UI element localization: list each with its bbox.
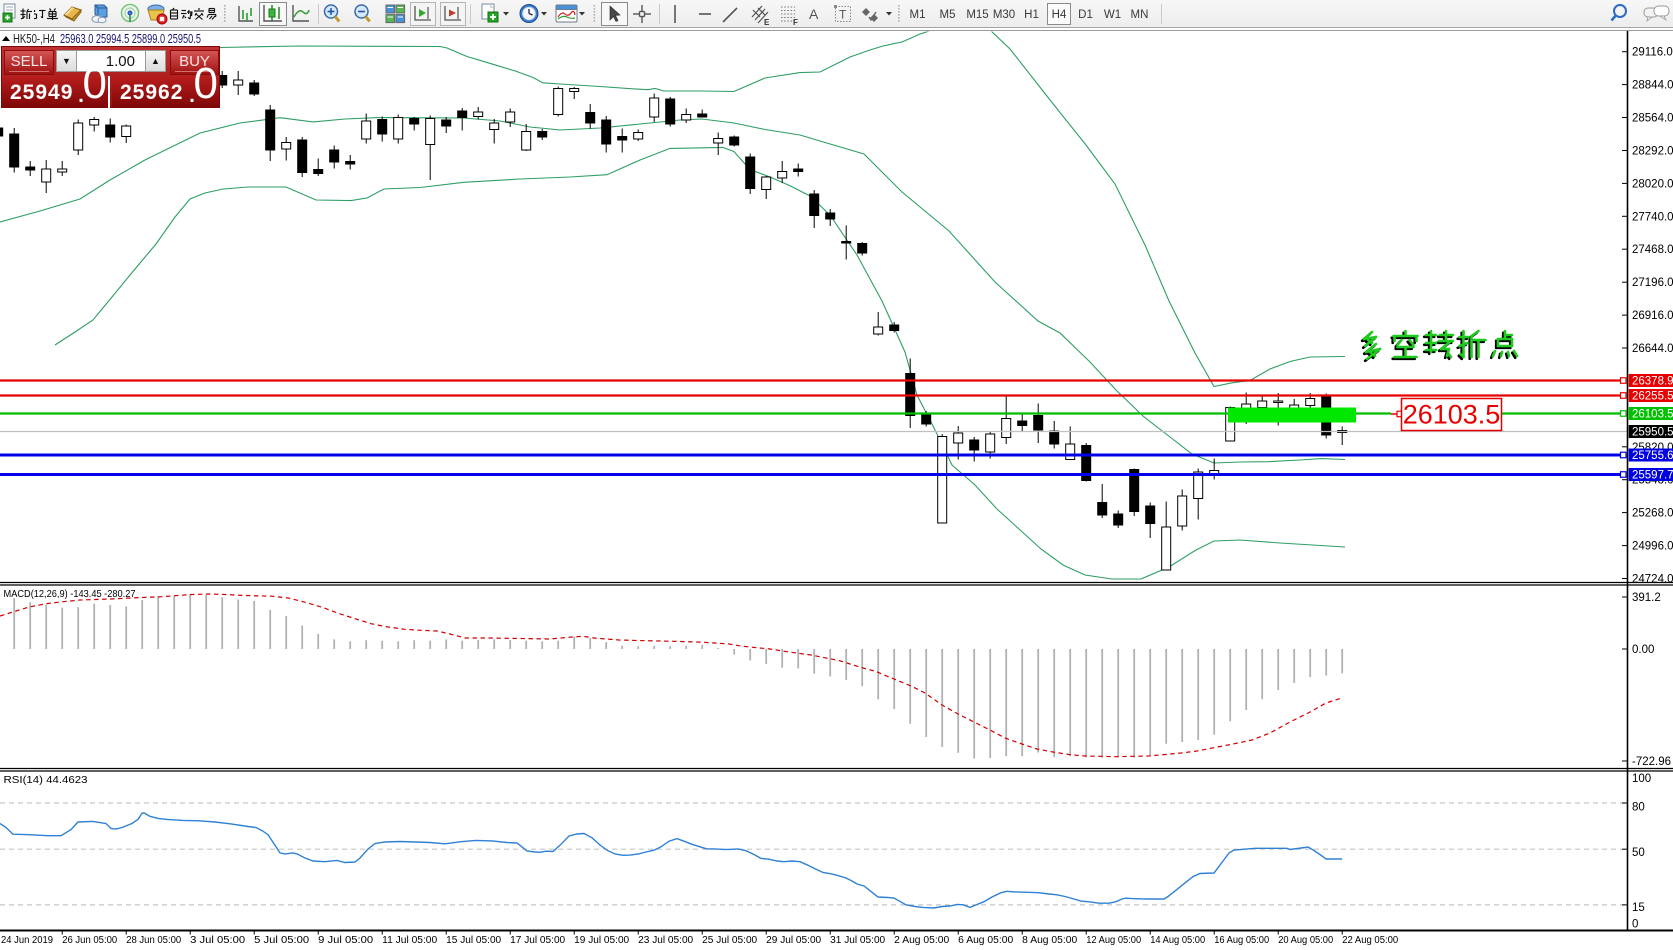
svg-text:W1: W1 <box>1104 9 1121 21</box>
svg-text:26916.0: 26916.0 <box>1632 310 1673 322</box>
svg-text:D1: D1 <box>1078 9 1093 21</box>
svg-text:24996.0: 24996.0 <box>1632 541 1673 553</box>
svg-text:2 Aug 05:00: 2 Aug 05:00 <box>894 935 949 946</box>
svg-text:26255.5: 26255.5 <box>1632 391 1673 403</box>
svg-text:RSI(14) 44.4623: RSI(14) 44.4623 <box>4 774 88 786</box>
svg-text:12 Aug 05:00: 12 Aug 05:00 <box>1086 935 1141 946</box>
svg-text:25755.6: 25755.6 <box>1632 450 1673 462</box>
svg-text:27740.0: 27740.0 <box>1632 211 1673 223</box>
svg-text:9 Jul 05:00: 9 Jul 05:00 <box>318 935 373 946</box>
svg-text:26103.5: 26103.5 <box>1403 400 1501 430</box>
svg-text:50: 50 <box>1632 847 1645 859</box>
svg-text:26 Jun 05:00: 26 Jun 05:00 <box>62 935 117 946</box>
svg-text:16 Aug 05:00: 16 Aug 05:00 <box>1214 935 1269 946</box>
svg-text:-722.96: -722.96 <box>1632 756 1671 768</box>
svg-text:M1: M1 <box>910 9 926 21</box>
svg-text:H4: H4 <box>1052 9 1067 21</box>
svg-text:28564.0: 28564.0 <box>1632 113 1673 125</box>
svg-text:F: F <box>793 18 798 27</box>
svg-text:28 Jun 05:00: 28 Jun 05:00 <box>126 935 181 946</box>
svg-text:25268.0: 25268.0 <box>1632 508 1673 520</box>
svg-text:28292.0: 28292.0 <box>1632 146 1673 158</box>
svg-text:MACD(12,26,9) -143.45 -280.27: MACD(12,26,9) -143.45 -280.27 <box>4 588 136 600</box>
svg-text:MN: MN <box>1131 9 1149 21</box>
svg-text:391.2: 391.2 <box>1632 592 1661 604</box>
svg-text:0: 0 <box>1632 918 1638 930</box>
svg-text:6 Aug 05:00: 6 Aug 05:00 <box>958 935 1013 946</box>
svg-text:26378.9: 26378.9 <box>1632 376 1673 388</box>
svg-text:26644.0: 26644.0 <box>1632 343 1673 355</box>
svg-text:29116.0: 29116.0 <box>1632 47 1673 59</box>
svg-text:25963.0 25994.5 25899.0 25950.: 25963.0 25994.5 25899.0 25950.5 <box>60 32 201 46</box>
svg-text:14 Aug 05:00: 14 Aug 05:00 <box>1150 935 1205 946</box>
svg-text:15 Jul 05:00: 15 Jul 05:00 <box>446 935 501 946</box>
svg-text:15: 15 <box>1632 902 1645 914</box>
svg-text:100: 100 <box>1632 773 1651 785</box>
svg-text:A: A <box>809 6 819 22</box>
svg-text:0.00: 0.00 <box>1632 644 1654 656</box>
svg-text:29 Jul 05:00: 29 Jul 05:00 <box>766 935 821 946</box>
svg-text:11 Jul 05:00: 11 Jul 05:00 <box>382 935 437 946</box>
svg-text:M15: M15 <box>966 9 988 21</box>
svg-text:27196.0: 27196.0 <box>1632 277 1673 289</box>
svg-text:3 Jul 05:00: 3 Jul 05:00 <box>190 935 245 946</box>
svg-text:20 Aug 05:00: 20 Aug 05:00 <box>1278 935 1333 946</box>
svg-text:5 Jul 05:00: 5 Jul 05:00 <box>254 935 309 946</box>
svg-text:M5: M5 <box>940 9 956 21</box>
svg-text:17 Jul 05:00: 17 Jul 05:00 <box>510 935 565 946</box>
svg-text:23 Jul 05:00: 23 Jul 05:00 <box>638 935 693 946</box>
svg-text:25 Jul 05:00: 25 Jul 05:00 <box>702 935 757 946</box>
svg-text:80: 80 <box>1632 801 1645 813</box>
svg-text:25950.5: 25950.5 <box>1632 427 1673 439</box>
svg-text:22 Aug 05:00: 22 Aug 05:00 <box>1342 935 1398 946</box>
svg-text:24724.0: 24724.0 <box>1632 574 1673 586</box>
svg-text:24 Jun 2019: 24 Jun 2019 <box>1 935 53 946</box>
svg-text:31 Jul 05:00: 31 Jul 05:00 <box>830 935 885 946</box>
svg-text:27468.0: 27468.0 <box>1632 244 1673 256</box>
svg-text:T: T <box>839 8 847 22</box>
svg-text:25597.7: 25597.7 <box>1632 470 1673 482</box>
svg-text:HK50-,H4: HK50-,H4 <box>13 32 55 46</box>
svg-text:26103.5: 26103.5 <box>1632 409 1673 421</box>
svg-text:8 Aug 05:00: 8 Aug 05:00 <box>1022 935 1077 946</box>
svg-text:19 Jul 05:00: 19 Jul 05:00 <box>574 935 629 946</box>
svg-text:H1: H1 <box>1024 9 1039 21</box>
svg-text:28844.0: 28844.0 <box>1632 80 1673 92</box>
svg-text:E: E <box>764 18 770 27</box>
svg-text:28020.0: 28020.0 <box>1632 178 1673 190</box>
svg-text:M30: M30 <box>993 9 1015 21</box>
